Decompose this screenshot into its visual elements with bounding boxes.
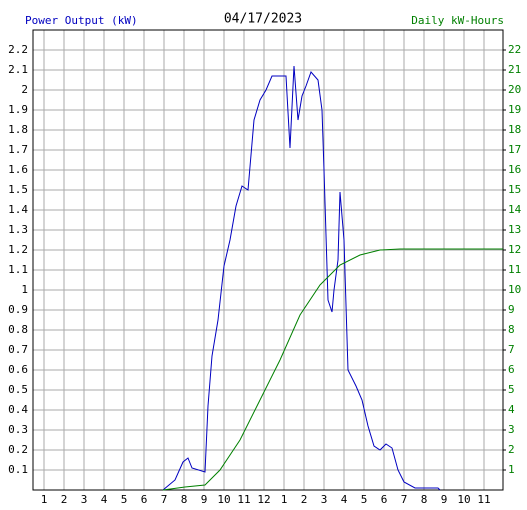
y2-tick-label: 14 [508,203,522,216]
chart-title: 04/17/2023 [224,12,302,27]
x-tick-label: 6 [141,493,148,506]
y-tick-label: 1.3 [8,223,28,236]
y2-tick-label: 12 [508,243,521,256]
y-tick-label: 0.2 [8,443,28,456]
y-tick-label: 1.1 [8,263,28,276]
x-tick-label: 11 [237,493,250,506]
y2-tick-label: 15 [508,183,521,196]
y2-tick-label: 20 [508,83,521,96]
x-tick-label: 1 [281,493,288,506]
y-tick-label: 1.5 [8,183,28,196]
x-tick-label: 7 [401,493,408,506]
series-line [162,248,503,491]
x-tick-label: 9 [201,493,208,506]
y2-tick-label: 16 [508,163,521,176]
y2-tick-label: 4 [508,403,515,416]
x-tick-label: 1 [41,493,48,506]
y-tick-label: 1.7 [8,143,28,156]
y-tick-label: 0.7 [8,343,28,356]
y2-tick-label: 19 [508,103,521,116]
y2-tick-label: 21 [508,63,521,76]
x-tick-label: 8 [181,493,188,506]
x-tick-label: 4 [101,493,108,506]
y-tick-label: 1.4 [8,203,28,216]
y2-tick-label: 1 [508,463,515,476]
y-tick-label: 1.9 [8,103,28,116]
y-tick-label: 0.3 [8,423,28,436]
y2-axis-title: Daily kW-Hours [411,14,504,27]
x-tick-label: 3 [81,493,88,506]
y-tick-label: 0.5 [8,383,28,396]
y-tick-label: 1.6 [8,163,28,176]
x-tick-label: 3 [321,493,328,506]
y-tick-label: 2 [21,83,28,96]
x-tick-label: 6 [381,493,388,506]
x-tick-label: 12 [257,493,270,506]
y-tick-label: 0.4 [8,403,28,416]
x-tick-label: 10 [457,493,470,506]
y-tick-label: 1 [21,283,28,296]
x-tick-label: 8 [421,493,428,506]
x-tick-label: 7 [161,493,168,506]
y-tick-label: 0.6 [8,363,28,376]
y2-tick-label: 13 [508,223,521,236]
y-tick-label: 0.1 [8,463,28,476]
x-tick-label: 10 [217,493,230,506]
x-tick-label: 9 [441,493,448,506]
x-tick-label: 5 [121,493,128,506]
y-axis-title: Power Output (kW) [25,14,138,27]
x-tick-label: 11 [477,493,490,506]
y2-tick-label: 5 [508,383,515,396]
y-tick-label: 1.2 [8,243,28,256]
y2-tick-label: 10 [508,283,521,296]
y2-tick-label: 3 [508,423,515,436]
x-tick-label: 2 [301,493,308,506]
y2-tick-label: 22 [508,43,521,56]
x-tick-label: 2 [61,493,68,506]
x-tick-label: 4 [341,493,348,506]
y-tick-label: 0.9 [8,303,28,316]
y2-tick-label: 7 [508,343,515,356]
x-tick-label: 5 [361,493,368,506]
y2-tick-label: 17 [508,143,521,156]
y-tick-label: 1.8 [8,123,28,136]
plot-frame [32,29,504,491]
y-tick-label: 2.2 [8,43,28,56]
y2-tick-label: 2 [508,443,515,456]
y2-tick-label: 8 [508,323,515,336]
y2-tick-label: 6 [508,363,515,376]
y-tick-label: 2.1 [8,63,28,76]
y-tick-label: 0.8 [8,323,28,336]
y2-tick-label: 11 [508,263,521,276]
series-line [162,65,441,491]
y2-tick-label: 18 [508,123,521,136]
y2-tick-label: 9 [508,303,515,316]
